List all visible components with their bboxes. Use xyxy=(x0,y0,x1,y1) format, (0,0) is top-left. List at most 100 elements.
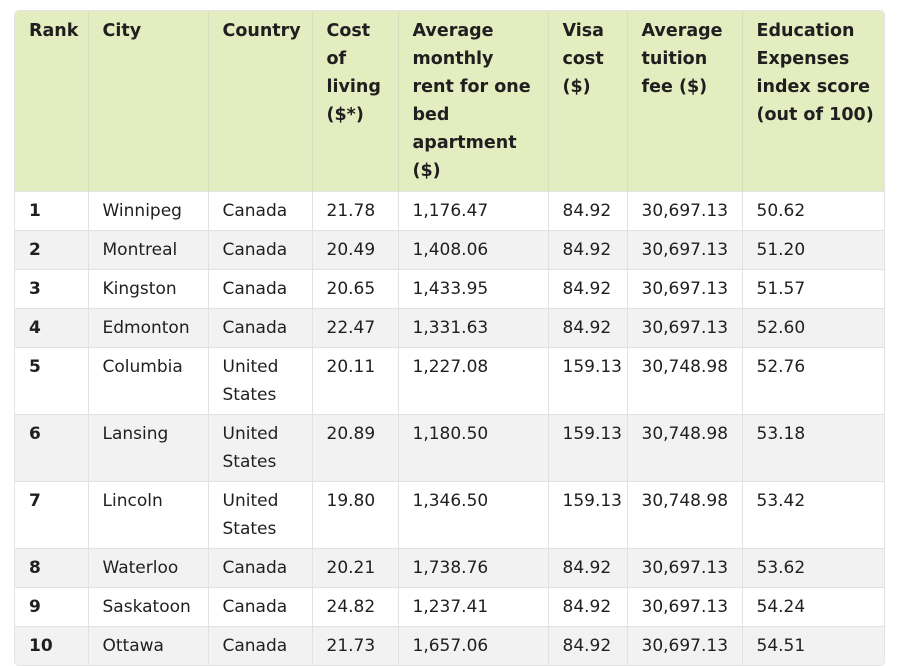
rank-cell: 9 xyxy=(15,587,89,627)
header-row: Rank City Country Cost of living ($*) Av… xyxy=(15,11,884,192)
index-score-cell: 52.60 xyxy=(742,308,884,348)
rent-cell: 1,180.50 xyxy=(398,414,549,482)
country-cell: United States xyxy=(208,414,313,482)
country-cell: Canada xyxy=(208,269,313,309)
rank-cell: 1 xyxy=(15,191,89,231)
header-city: City xyxy=(88,11,209,192)
header-tuition-fee: Average tuition fee ($) xyxy=(627,11,743,192)
table-row: 10 Ottawa Canada 21.73 1,657.06 84.92 30… xyxy=(15,626,884,665)
tuition-fee-cell: 30,748.98 xyxy=(627,414,743,482)
visa-cost-cell: 84.92 xyxy=(548,308,628,348)
table-header: Rank City Country Cost of living ($*) Av… xyxy=(15,11,884,192)
table-row: 5 Columbia United States 20.11 1,227.08 … xyxy=(15,347,884,415)
rent-cell: 1,346.50 xyxy=(398,481,549,549)
table-body: 1 Winnipeg Canada 21.78 1,176.47 84.92 3… xyxy=(15,191,884,665)
tuition-fee-cell: 30,697.13 xyxy=(627,191,743,231)
index-score-cell: 53.62 xyxy=(742,548,884,588)
table-row: 1 Winnipeg Canada 21.78 1,176.47 84.92 3… xyxy=(15,191,884,231)
cost-of-living-cell: 20.49 xyxy=(312,230,399,270)
tuition-fee-cell: 30,697.13 xyxy=(627,308,743,348)
index-score-cell: 53.18 xyxy=(742,414,884,482)
cost-of-living-cell: 20.11 xyxy=(312,347,399,415)
table-row: 9 Saskatoon Canada 24.82 1,237.41 84.92 … xyxy=(15,587,884,627)
country-cell: Canada xyxy=(208,191,313,231)
index-score-cell: 52.76 xyxy=(742,347,884,415)
country-cell: Canada xyxy=(208,587,313,627)
cost-of-living-cell: 21.78 xyxy=(312,191,399,231)
cost-of-living-cell: 19.80 xyxy=(312,481,399,549)
tuition-fee-cell: 30,697.13 xyxy=(627,626,743,665)
tuition-fee-cell: 30,697.13 xyxy=(627,269,743,309)
visa-cost-cell: 84.92 xyxy=(548,548,628,588)
cost-of-living-cell: 24.82 xyxy=(312,587,399,627)
visa-cost-cell: 84.92 xyxy=(548,230,628,270)
city-cell: Edmonton xyxy=(88,308,209,348)
rent-cell: 1,408.06 xyxy=(398,230,549,270)
rank-cell: 5 xyxy=(15,347,89,415)
table-row: 4 Edmonton Canada 22.47 1,331.63 84.92 3… xyxy=(15,308,884,348)
header-education-index: Education Expenses index score (out of 1… xyxy=(742,11,884,192)
rank-cell: 8 xyxy=(15,548,89,588)
cost-of-living-cell: 21.73 xyxy=(312,626,399,665)
city-cell: Lansing xyxy=(88,414,209,482)
cost-of-living-cell: 20.65 xyxy=(312,269,399,309)
country-cell: Canada xyxy=(208,548,313,588)
city-cell: Winnipeg xyxy=(88,191,209,231)
rent-cell: 1,176.47 xyxy=(398,191,549,231)
index-score-cell: 51.57 xyxy=(742,269,884,309)
rank-cell: 7 xyxy=(15,481,89,549)
city-cell: Ottawa xyxy=(88,626,209,665)
country-cell: United States xyxy=(208,347,313,415)
header-country: Country xyxy=(208,11,313,192)
visa-cost-cell: 84.92 xyxy=(548,191,628,231)
header-rank: Rank xyxy=(15,11,89,192)
rank-cell: 6 xyxy=(15,414,89,482)
city-cell: Montreal xyxy=(88,230,209,270)
table-row: 6 Lansing United States 20.89 1,180.50 1… xyxy=(15,414,884,482)
rent-cell: 1,227.08 xyxy=(398,347,549,415)
visa-cost-cell: 84.92 xyxy=(548,626,628,665)
visa-cost-cell: 159.13 xyxy=(548,481,628,549)
table-row: 3 Kingston Canada 20.65 1,433.95 84.92 3… xyxy=(15,269,884,309)
ranking-table-container: Rank City Country Cost of living ($*) Av… xyxy=(14,10,885,666)
tuition-fee-cell: 30,748.98 xyxy=(627,347,743,415)
header-visa-cost: Visa cost ($) xyxy=(548,11,628,192)
rank-cell: 2 xyxy=(15,230,89,270)
education-expenses-table: Rank City Country Cost of living ($*) Av… xyxy=(15,11,884,665)
city-cell: Lincoln xyxy=(88,481,209,549)
city-cell: Columbia xyxy=(88,347,209,415)
tuition-fee-cell: 30,748.98 xyxy=(627,481,743,549)
country-cell: Canada xyxy=(208,626,313,665)
visa-cost-cell: 159.13 xyxy=(548,347,628,415)
rent-cell: 1,433.95 xyxy=(398,269,549,309)
index-score-cell: 54.51 xyxy=(742,626,884,665)
index-score-cell: 54.24 xyxy=(742,587,884,627)
rank-cell: 4 xyxy=(15,308,89,348)
rent-cell: 1,237.41 xyxy=(398,587,549,627)
tuition-fee-cell: 30,697.13 xyxy=(627,587,743,627)
header-cost-of-living: Cost of living ($*) xyxy=(312,11,399,192)
city-cell: Saskatoon xyxy=(88,587,209,627)
cost-of-living-cell: 20.89 xyxy=(312,414,399,482)
rent-cell: 1,738.76 xyxy=(398,548,549,588)
rent-cell: 1,657.06 xyxy=(398,626,549,665)
header-monthly-rent: Average monthly rent for one bed apartme… xyxy=(398,11,549,192)
cost-of-living-cell: 20.21 xyxy=(312,548,399,588)
country-cell: Canada xyxy=(208,308,313,348)
index-score-cell: 53.42 xyxy=(742,481,884,549)
city-cell: Kingston xyxy=(88,269,209,309)
tuition-fee-cell: 30,697.13 xyxy=(627,548,743,588)
table-row: 7 Lincoln United States 19.80 1,346.50 1… xyxy=(15,481,884,549)
table-row: 8 Waterloo Canada 20.21 1,738.76 84.92 3… xyxy=(15,548,884,588)
table-row: 2 Montreal Canada 20.49 1,408.06 84.92 3… xyxy=(15,230,884,270)
visa-cost-cell: 159.13 xyxy=(548,414,628,482)
tuition-fee-cell: 30,697.13 xyxy=(627,230,743,270)
visa-cost-cell: 84.92 xyxy=(548,269,628,309)
visa-cost-cell: 84.92 xyxy=(548,587,628,627)
city-cell: Waterloo xyxy=(88,548,209,588)
cost-of-living-cell: 22.47 xyxy=(312,308,399,348)
index-score-cell: 51.20 xyxy=(742,230,884,270)
index-score-cell: 50.62 xyxy=(742,191,884,231)
country-cell: United States xyxy=(208,481,313,549)
rank-cell: 3 xyxy=(15,269,89,309)
